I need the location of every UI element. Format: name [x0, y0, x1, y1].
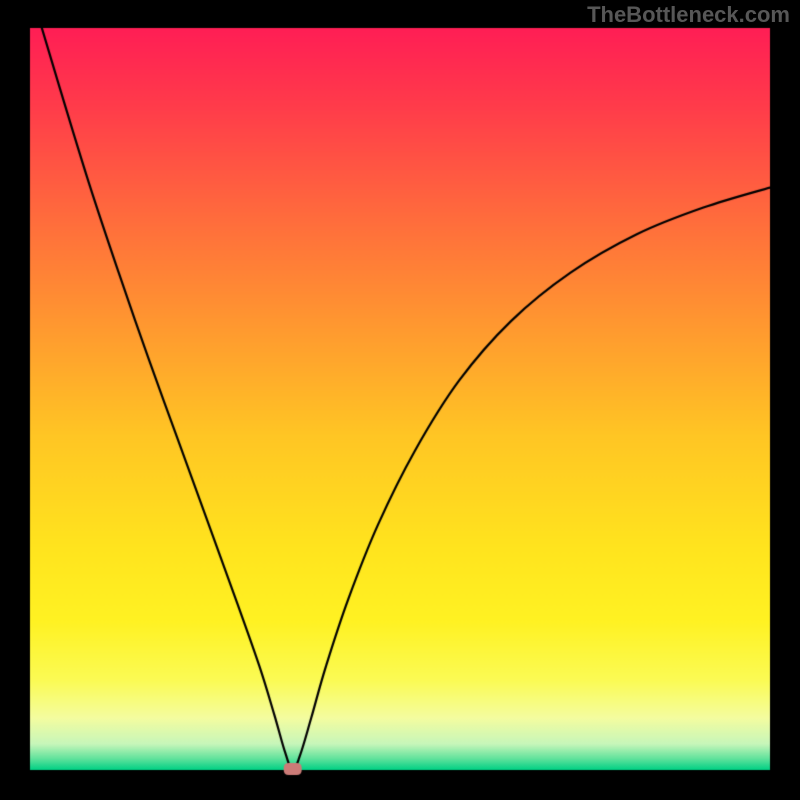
chart-stage: TheBottleneck.com: [0, 0, 800, 800]
chart-canvas: [0, 0, 800, 800]
